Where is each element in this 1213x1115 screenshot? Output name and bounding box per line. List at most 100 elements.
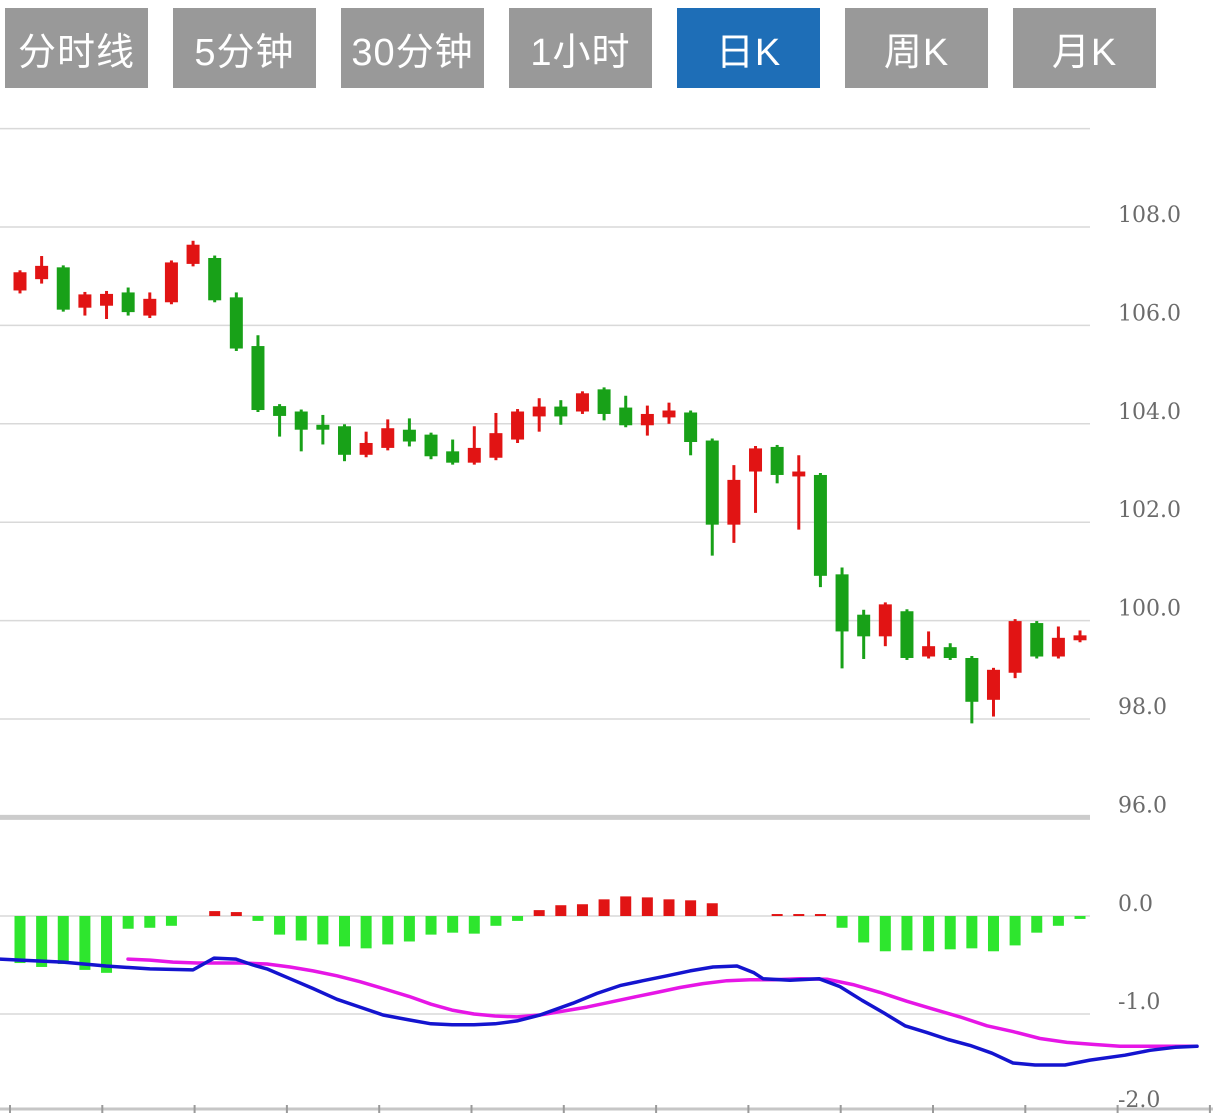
candle-body [878,604,892,637]
candle-body [273,406,287,416]
candle-body [965,657,979,702]
tab-30min[interactable]: 30分钟 [341,8,484,88]
tab-daily-k[interactable]: 日K [677,8,820,88]
candle-body [1008,621,1022,673]
price-axis-label: 96.0 [1118,793,1167,818]
macd-axis-label: -1.0 [1118,990,1160,1015]
candle-body [1073,635,1087,641]
candle-body [640,413,654,426]
candle-body [943,647,957,658]
macd-hist-bar-up [793,914,805,916]
price-axis-label: 102.0 [1118,498,1181,523]
price-axis-label: 106.0 [1118,301,1181,326]
macd-hist-bar-down [858,916,870,943]
candle-body [705,440,719,525]
candle-body [489,433,503,458]
tab-5min[interactable]: 5分钟 [173,8,316,88]
candle-body [1030,623,1044,657]
macd-hist-bar-up [641,897,653,916]
macd-hist-bar-up [620,896,632,916]
candle-body [164,262,178,303]
macd-hist-bar-down [987,916,999,952]
macd-hist-bar-down [36,916,48,967]
candle-body [143,298,157,316]
macd-hist-bar-down [382,916,394,945]
macd-hist-bar-down [144,916,156,928]
price-axis-label: 100.0 [1118,597,1181,622]
candle-body [78,294,92,308]
macd-hist-bar-down [966,916,978,949]
macd-hist-bar-up [533,910,545,916]
macd-hist-bar-down [512,916,524,921]
candle-body [100,293,114,306]
macd-hist-bar-down [1031,916,1043,933]
macd-hist-bar-down [1074,916,1086,919]
macd-hist-bar-down [165,916,177,926]
macd-hist-bar-down [14,916,26,964]
macd-hist-bar-up [706,903,718,916]
candle-body [294,411,308,430]
macd-hist-bar-up [598,899,610,916]
candle-body [727,479,741,525]
price-axis-label: 104.0 [1118,400,1181,425]
macd-hist-bar-up [555,905,567,916]
tab-weekly-k[interactable]: 周K [845,8,988,88]
candle-body [684,412,698,443]
macd-hist-bar-down [403,916,415,942]
macd-dif-line [0,956,1199,1067]
candle-body [208,257,222,301]
macd-hist-bar-down [101,916,113,973]
candle-body [900,611,914,658]
macd-hist-bar-up [814,914,826,916]
candle-body [56,267,70,310]
price-axis-label: 108.0 [1118,203,1181,228]
macd-hist-bar-down [252,916,264,921]
macd-hist-bar-up [663,899,675,916]
tab-monthly-k[interactable]: 月K [1013,8,1156,88]
candle-body [381,428,395,448]
macd-axis-label: 0.0 [1118,892,1153,917]
macd-hist-bar-down [360,916,372,949]
macd-hist-bar-down [468,916,480,934]
candle-body [13,272,27,291]
tab-timeline[interactable]: 分时线 [5,8,148,88]
macd-hist-bar-down [57,916,69,965]
candle-body [316,424,330,430]
macd-hist-bar-down [447,916,459,933]
macd-hist-bar-down [1009,916,1021,946]
candle-body [662,410,676,418]
timeframe-toolbar: 分时线 5分钟 30分钟 1小时 日K 周K 月K [5,8,1156,88]
macd-hist-bar-down [923,916,935,952]
macd-hist-bar-down [79,916,91,970]
candle-body [35,265,49,280]
macd-hist-bar-down [1052,916,1064,926]
macd-hist-bar-down [901,916,913,951]
candle-body [337,426,351,455]
candle-body [835,574,849,632]
candle-body [749,448,763,472]
macd-hist-bar-down [425,916,437,935]
macd-hist-bar-down [338,916,350,947]
candle-body [770,446,784,475]
candle-body [424,434,438,457]
tab-1hour[interactable]: 1小时 [509,8,652,88]
macd-hist-bar-down [295,916,307,941]
macd-hist-bar-down [879,916,891,952]
macd-hist-bar-down [490,916,502,926]
candle-body [402,429,416,442]
macd-hist-bar-up [576,904,588,916]
macd-hist-bar-up [685,900,697,916]
macd-hist-bar-up [209,911,221,916]
candle-body [813,474,827,576]
candle-body [251,346,265,411]
candle-body [446,451,460,463]
candle-body [467,447,481,463]
macd-hist-bar-down [317,916,329,945]
candle-body [511,411,525,440]
macd-hist-bar-down [836,916,848,928]
candle-body [792,471,806,477]
candle-body [597,389,611,414]
candle-body [619,407,633,426]
